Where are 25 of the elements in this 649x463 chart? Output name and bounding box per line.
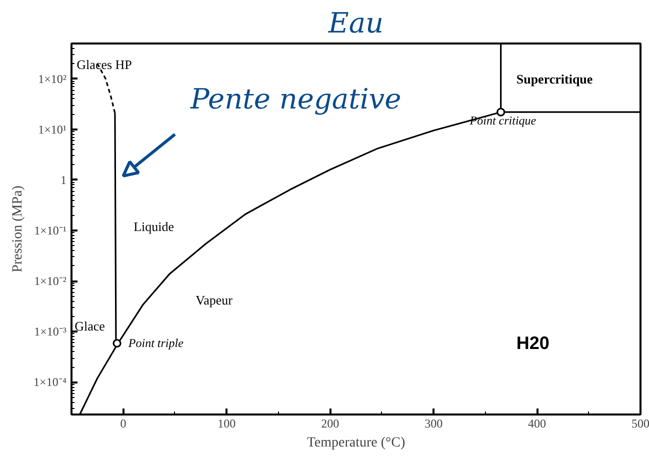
annotation: Point critique: [468, 114, 537, 128]
y-tick-label: 1×10⁻³: [34, 324, 67, 339]
y-tick-label: 1×10⁻¹: [34, 224, 67, 238]
x-tick-label: 0: [120, 416, 126, 430]
y-tick-label: 1×10⁻²: [34, 274, 67, 288]
x-tick-label: 300: [424, 416, 443, 430]
y-tick-label: 1×10¹: [38, 122, 67, 136]
y-tick-label: 1×10⁻⁴: [34, 375, 66, 390]
y-tick-label: 1×10²: [38, 72, 67, 86]
annotation: Point triple: [127, 336, 184, 350]
annotation: Glaces HP: [76, 57, 132, 72]
annotation: Glace: [74, 318, 106, 334]
x-tick-label: 500: [632, 416, 649, 430]
annotation: Vapeur: [196, 292, 234, 308]
annotation: H20: [516, 333, 550, 354]
x-tick-label: 200: [321, 416, 340, 430]
x-axis-title: Temperature (°C): [306, 436, 406, 450]
annotation: Pente negative: [189, 82, 402, 116]
x-tick-label: 400: [528, 416, 546, 430]
annotation: Supercritique: [516, 71, 593, 86]
text: Eau: [327, 6, 384, 40]
y-tick-label: 1: [60, 172, 66, 187]
y-axis-title: Pression (MPa): [10, 185, 26, 272]
annotation: Liquide: [134, 219, 174, 234]
x-tick-label: 100: [218, 416, 236, 430]
